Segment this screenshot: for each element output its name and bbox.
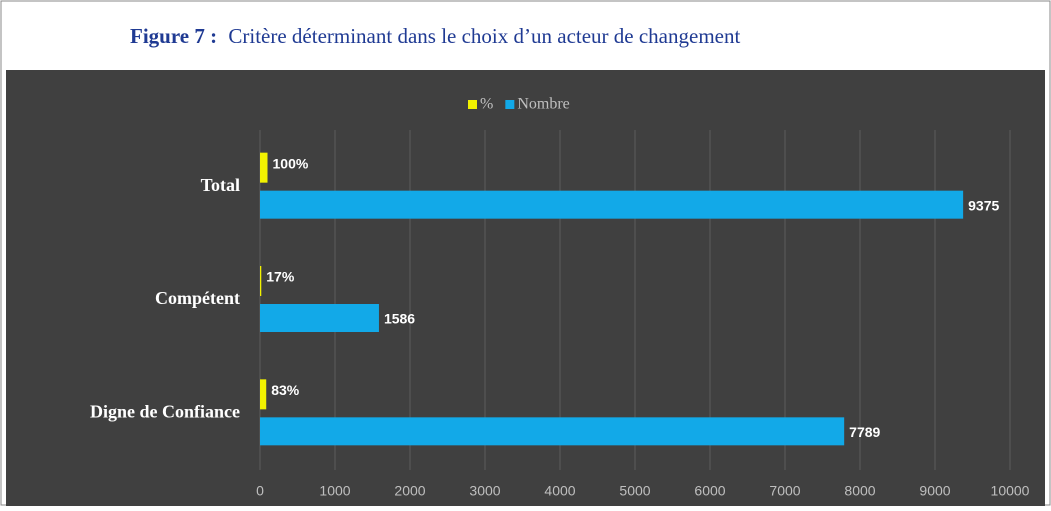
chart-title: Figure 7 : Critère déterminant dans le c… xyxy=(130,24,740,48)
legend-swatch xyxy=(505,100,515,109)
y-tick-label: Digne de Confiance xyxy=(90,401,240,421)
x-tick-label: 5000 xyxy=(619,483,650,499)
bar xyxy=(260,152,268,183)
y-tick-label: Compétent xyxy=(155,288,240,308)
x-tick-label: 9000 xyxy=(919,483,950,499)
data-label: 100% xyxy=(273,155,309,171)
x-tick-label: 10000 xyxy=(991,483,1030,499)
title-label: Figure 7 : xyxy=(130,24,217,48)
data-label: 7789 xyxy=(849,424,880,440)
bar xyxy=(260,417,845,446)
bar xyxy=(260,379,267,410)
y-tick-label: Total xyxy=(201,175,240,195)
x-tick-label: 1000 xyxy=(319,483,350,499)
x-tick-label: 8000 xyxy=(844,483,875,499)
data-label: 17% xyxy=(266,269,295,285)
bar xyxy=(260,304,379,332)
x-tick-label: 3000 xyxy=(469,483,500,499)
legend-swatch xyxy=(468,100,477,109)
x-tick-label: 2000 xyxy=(394,483,425,499)
data-label: 9375 xyxy=(968,197,999,213)
x-tick-label: 0 xyxy=(256,483,264,499)
legend-label: Nombre xyxy=(517,96,569,113)
x-tick-label: 6000 xyxy=(694,483,725,499)
data-label: 1586 xyxy=(384,311,415,327)
bar xyxy=(260,190,964,219)
title-text: Critère déterminant dans le choix d’un a… xyxy=(228,24,740,48)
x-tick-label: 7000 xyxy=(769,483,800,499)
data-label: 83% xyxy=(271,382,300,398)
x-tick-label: 4000 xyxy=(544,483,575,499)
legend-label: % xyxy=(480,96,493,113)
bar xyxy=(260,266,262,296)
